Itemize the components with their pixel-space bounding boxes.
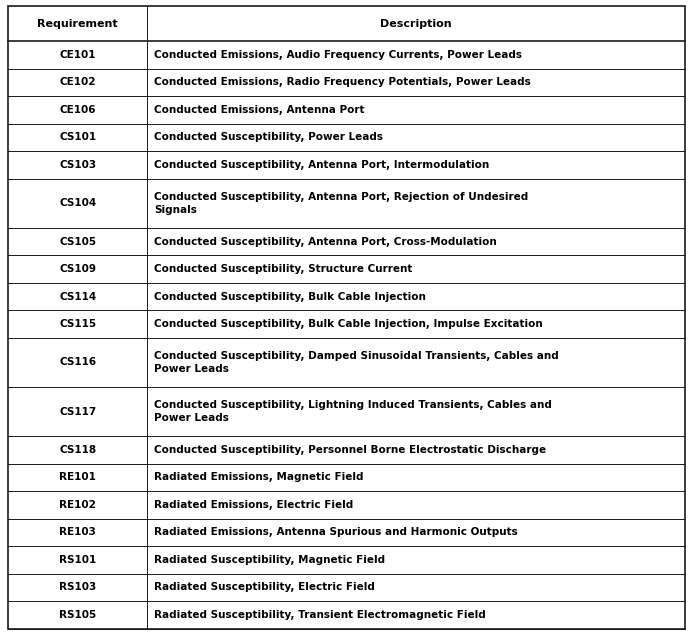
Text: Conducted Susceptibility, Bulk Cable Injection: Conducted Susceptibility, Bulk Cable Inj… — [154, 291, 426, 302]
Text: RS103: RS103 — [59, 582, 96, 592]
Text: Description: Description — [380, 18, 452, 29]
Text: Conducted Emissions, Radio Frequency Potentials, Power Leads: Conducted Emissions, Radio Frequency Pot… — [154, 77, 531, 88]
Text: RE102: RE102 — [59, 500, 96, 510]
Text: Radiated Susceptibility, Electric Field: Radiated Susceptibility, Electric Field — [154, 582, 375, 592]
Text: RE103: RE103 — [59, 527, 96, 537]
Text: RS101: RS101 — [59, 555, 96, 565]
Text: Radiated Susceptibility, Magnetic Field: Radiated Susceptibility, Magnetic Field — [154, 555, 385, 565]
Text: CE102: CE102 — [60, 77, 96, 88]
Text: Conducted Susceptibility, Structure Current: Conducted Susceptibility, Structure Curr… — [154, 264, 412, 274]
Text: CS118: CS118 — [59, 445, 96, 455]
Text: RE101: RE101 — [59, 472, 96, 483]
Text: Requirement: Requirement — [37, 18, 118, 29]
Text: Radiated Susceptibility, Transient Electromagnetic Field: Radiated Susceptibility, Transient Elect… — [154, 610, 486, 620]
Text: Conducted Susceptibility, Lightning Induced Transients, Cables and
Power Leads: Conducted Susceptibility, Lightning Indu… — [154, 400, 552, 423]
Text: CS104: CS104 — [59, 198, 96, 208]
Text: Conducted Susceptibility, Antenna Port, Intermodulation: Conducted Susceptibility, Antenna Port, … — [154, 160, 489, 170]
Text: Conducted Susceptibility, Bulk Cable Injection, Impulse Excitation: Conducted Susceptibility, Bulk Cable Inj… — [154, 319, 543, 329]
Text: Conducted Susceptibility, Damped Sinusoidal Transients, Cables and
Power Leads: Conducted Susceptibility, Damped Sinusoi… — [154, 351, 559, 374]
Text: CS117: CS117 — [59, 406, 96, 417]
Text: Conducted Emissions, Antenna Port: Conducted Emissions, Antenna Port — [154, 105, 365, 115]
Text: CS114: CS114 — [59, 291, 96, 302]
Text: CS109: CS109 — [59, 264, 96, 274]
Text: Radiated Emissions, Antenna Spurious and Harmonic Outputs: Radiated Emissions, Antenna Spurious and… — [154, 527, 518, 537]
Text: Conducted Susceptibility, Antenna Port, Rejection of Undesired
Signals: Conducted Susceptibility, Antenna Port, … — [154, 192, 528, 215]
Text: CE101: CE101 — [60, 50, 96, 60]
Text: Radiated Emissions, Electric Field: Radiated Emissions, Electric Field — [154, 500, 353, 510]
Text: CS116: CS116 — [59, 358, 96, 368]
Text: CE106: CE106 — [60, 105, 96, 115]
Text: Conducted Susceptibility, Personnel Borne Electrostatic Discharge: Conducted Susceptibility, Personnel Born… — [154, 445, 546, 455]
Text: CS101: CS101 — [59, 132, 96, 142]
Text: CS105: CS105 — [59, 236, 96, 246]
Text: Conducted Susceptibility, Antenna Port, Cross-Modulation: Conducted Susceptibility, Antenna Port, … — [154, 236, 497, 246]
Text: RS105: RS105 — [59, 610, 96, 620]
Text: CS115: CS115 — [59, 319, 96, 329]
Text: Conducted Susceptibility, Power Leads: Conducted Susceptibility, Power Leads — [154, 132, 383, 142]
Text: CS103: CS103 — [59, 160, 96, 170]
Text: Conducted Emissions, Audio Frequency Currents, Power Leads: Conducted Emissions, Audio Frequency Cur… — [154, 50, 522, 60]
Text: Radiated Emissions, Magnetic Field: Radiated Emissions, Magnetic Field — [154, 472, 363, 483]
